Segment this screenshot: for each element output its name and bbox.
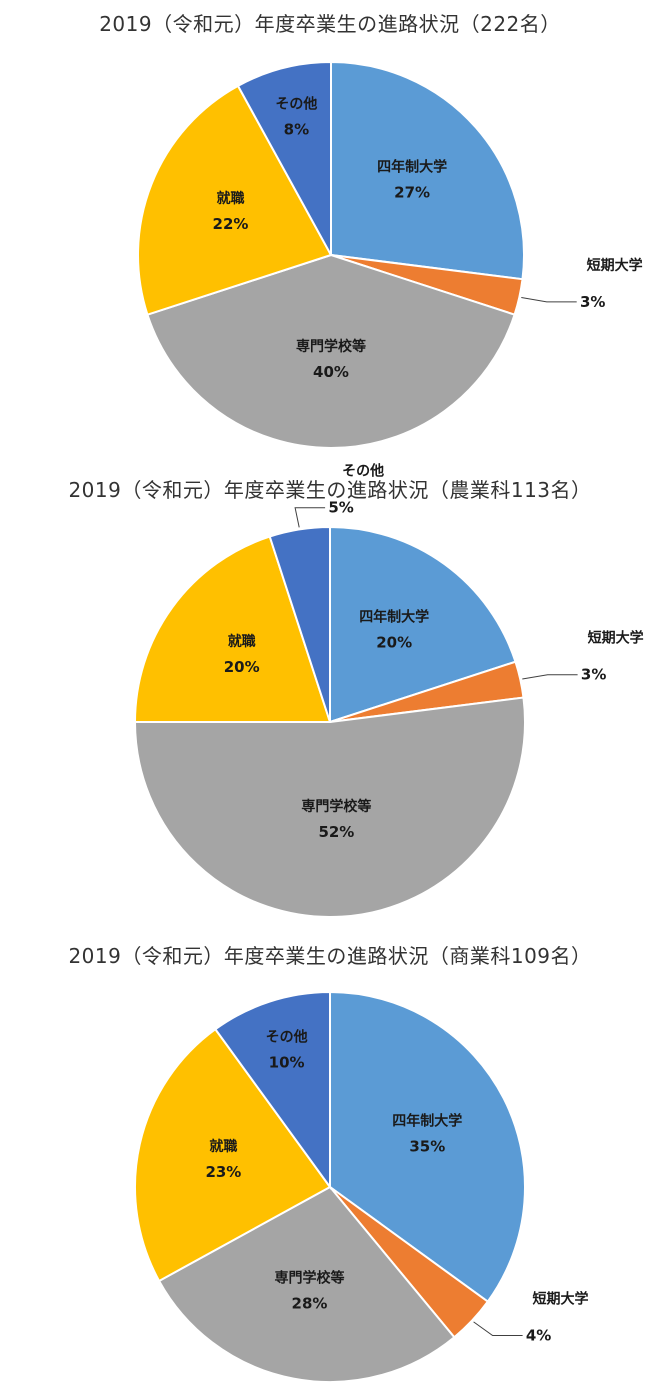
pie-slice-vocational-school — [133, 696, 526, 918]
pie-slice-vocational-school — [157, 1185, 456, 1383]
slice-value-other: 5% — [328, 499, 353, 517]
slice-label-university: 四年制大学 — [392, 1112, 462, 1129]
slice-value-junior-college: 4% — [526, 1327, 551, 1345]
slice-value-junior-college: 3% — [580, 293, 605, 311]
pie-slice-employment — [137, 84, 333, 316]
slice-value-university: 35% — [409, 1137, 445, 1155]
pie-slice-other — [268, 525, 331, 723]
slice-label-junior-college: 短期大学 — [533, 1291, 589, 1308]
chart-title-total: 2019（令和元）年度卒業生の進路状況（222名） — [99, 12, 561, 36]
slice-value-university: 20% — [376, 634, 412, 652]
pie-slice-other — [213, 990, 331, 1191]
slice-value-vocational-school: 40% — [313, 363, 349, 381]
pie-slice-university — [329, 990, 526, 1304]
leader-line-junior-college — [522, 674, 578, 680]
pie-slice-other — [236, 60, 332, 256]
leader-line-junior-college — [473, 1321, 523, 1336]
slice-label-employment: 就職 — [228, 633, 256, 650]
slice-value-employment: 20% — [224, 658, 260, 676]
slice-label-employment: 就職 — [217, 190, 245, 207]
leader-line-other — [294, 507, 326, 528]
pie-chart-commerce: 四年制大学 35% 短期大学 4% 専門学校等 28% 就職 23% その他 10% — [134, 990, 589, 1383]
pie-chart-agriculture: 四年制大学 20% 短期大学 3% 専門学校等 52% 就職 20% その他 5% — [133, 463, 644, 918]
pie-slice-employment — [134, 1027, 332, 1283]
chart-title-commerce: 2019（令和元）年度卒業生の進路状況（商業科109名） — [68, 944, 592, 968]
slice-label-vocational-school: 専門学校等 — [301, 798, 371, 815]
slice-label-other: その他 — [266, 1029, 308, 1046]
slice-value-university: 27% — [394, 184, 430, 202]
slice-value-vocational-school: 52% — [318, 823, 354, 841]
chart-title-agriculture: 2019（令和元）年度卒業生の進路状況（農業科113名） — [68, 478, 592, 502]
slice-value-other: 8% — [284, 120, 309, 138]
slice-label-vocational-school: 専門学校等 — [296, 338, 366, 355]
slice-value-vocational-school: 28% — [292, 1294, 328, 1312]
slice-label-other: その他 — [275, 95, 317, 112]
slice-label-junior-college: 短期大学 — [588, 630, 644, 647]
slice-label-vocational-school: 専門学校等 — [275, 1269, 345, 1286]
slice-label-other: その他 — [342, 463, 384, 480]
leader-line-junior-college — [521, 297, 577, 303]
pie-slice-vocational-school — [146, 253, 516, 449]
pie-chart-total: 四年制大学 27% 短期大学 3% 専門学校等 40% 就職 22% その他 8% — [137, 60, 643, 449]
slice-label-junior-college: 短期大学 — [587, 257, 643, 274]
slice-label-university: 四年制大学 — [359, 609, 429, 626]
slice-value-other: 10% — [269, 1054, 305, 1072]
slice-value-employment: 22% — [213, 215, 249, 233]
slice-label-employment: 就職 — [209, 1138, 237, 1155]
slice-value-junior-college: 3% — [581, 666, 606, 684]
pie-slice-employment — [133, 535, 332, 723]
slice-value-employment: 23% — [205, 1163, 241, 1181]
pie-slice-university — [329, 525, 517, 724]
pie-slice-university — [330, 60, 525, 281]
slice-label-university: 四年制大学 — [377, 159, 447, 176]
